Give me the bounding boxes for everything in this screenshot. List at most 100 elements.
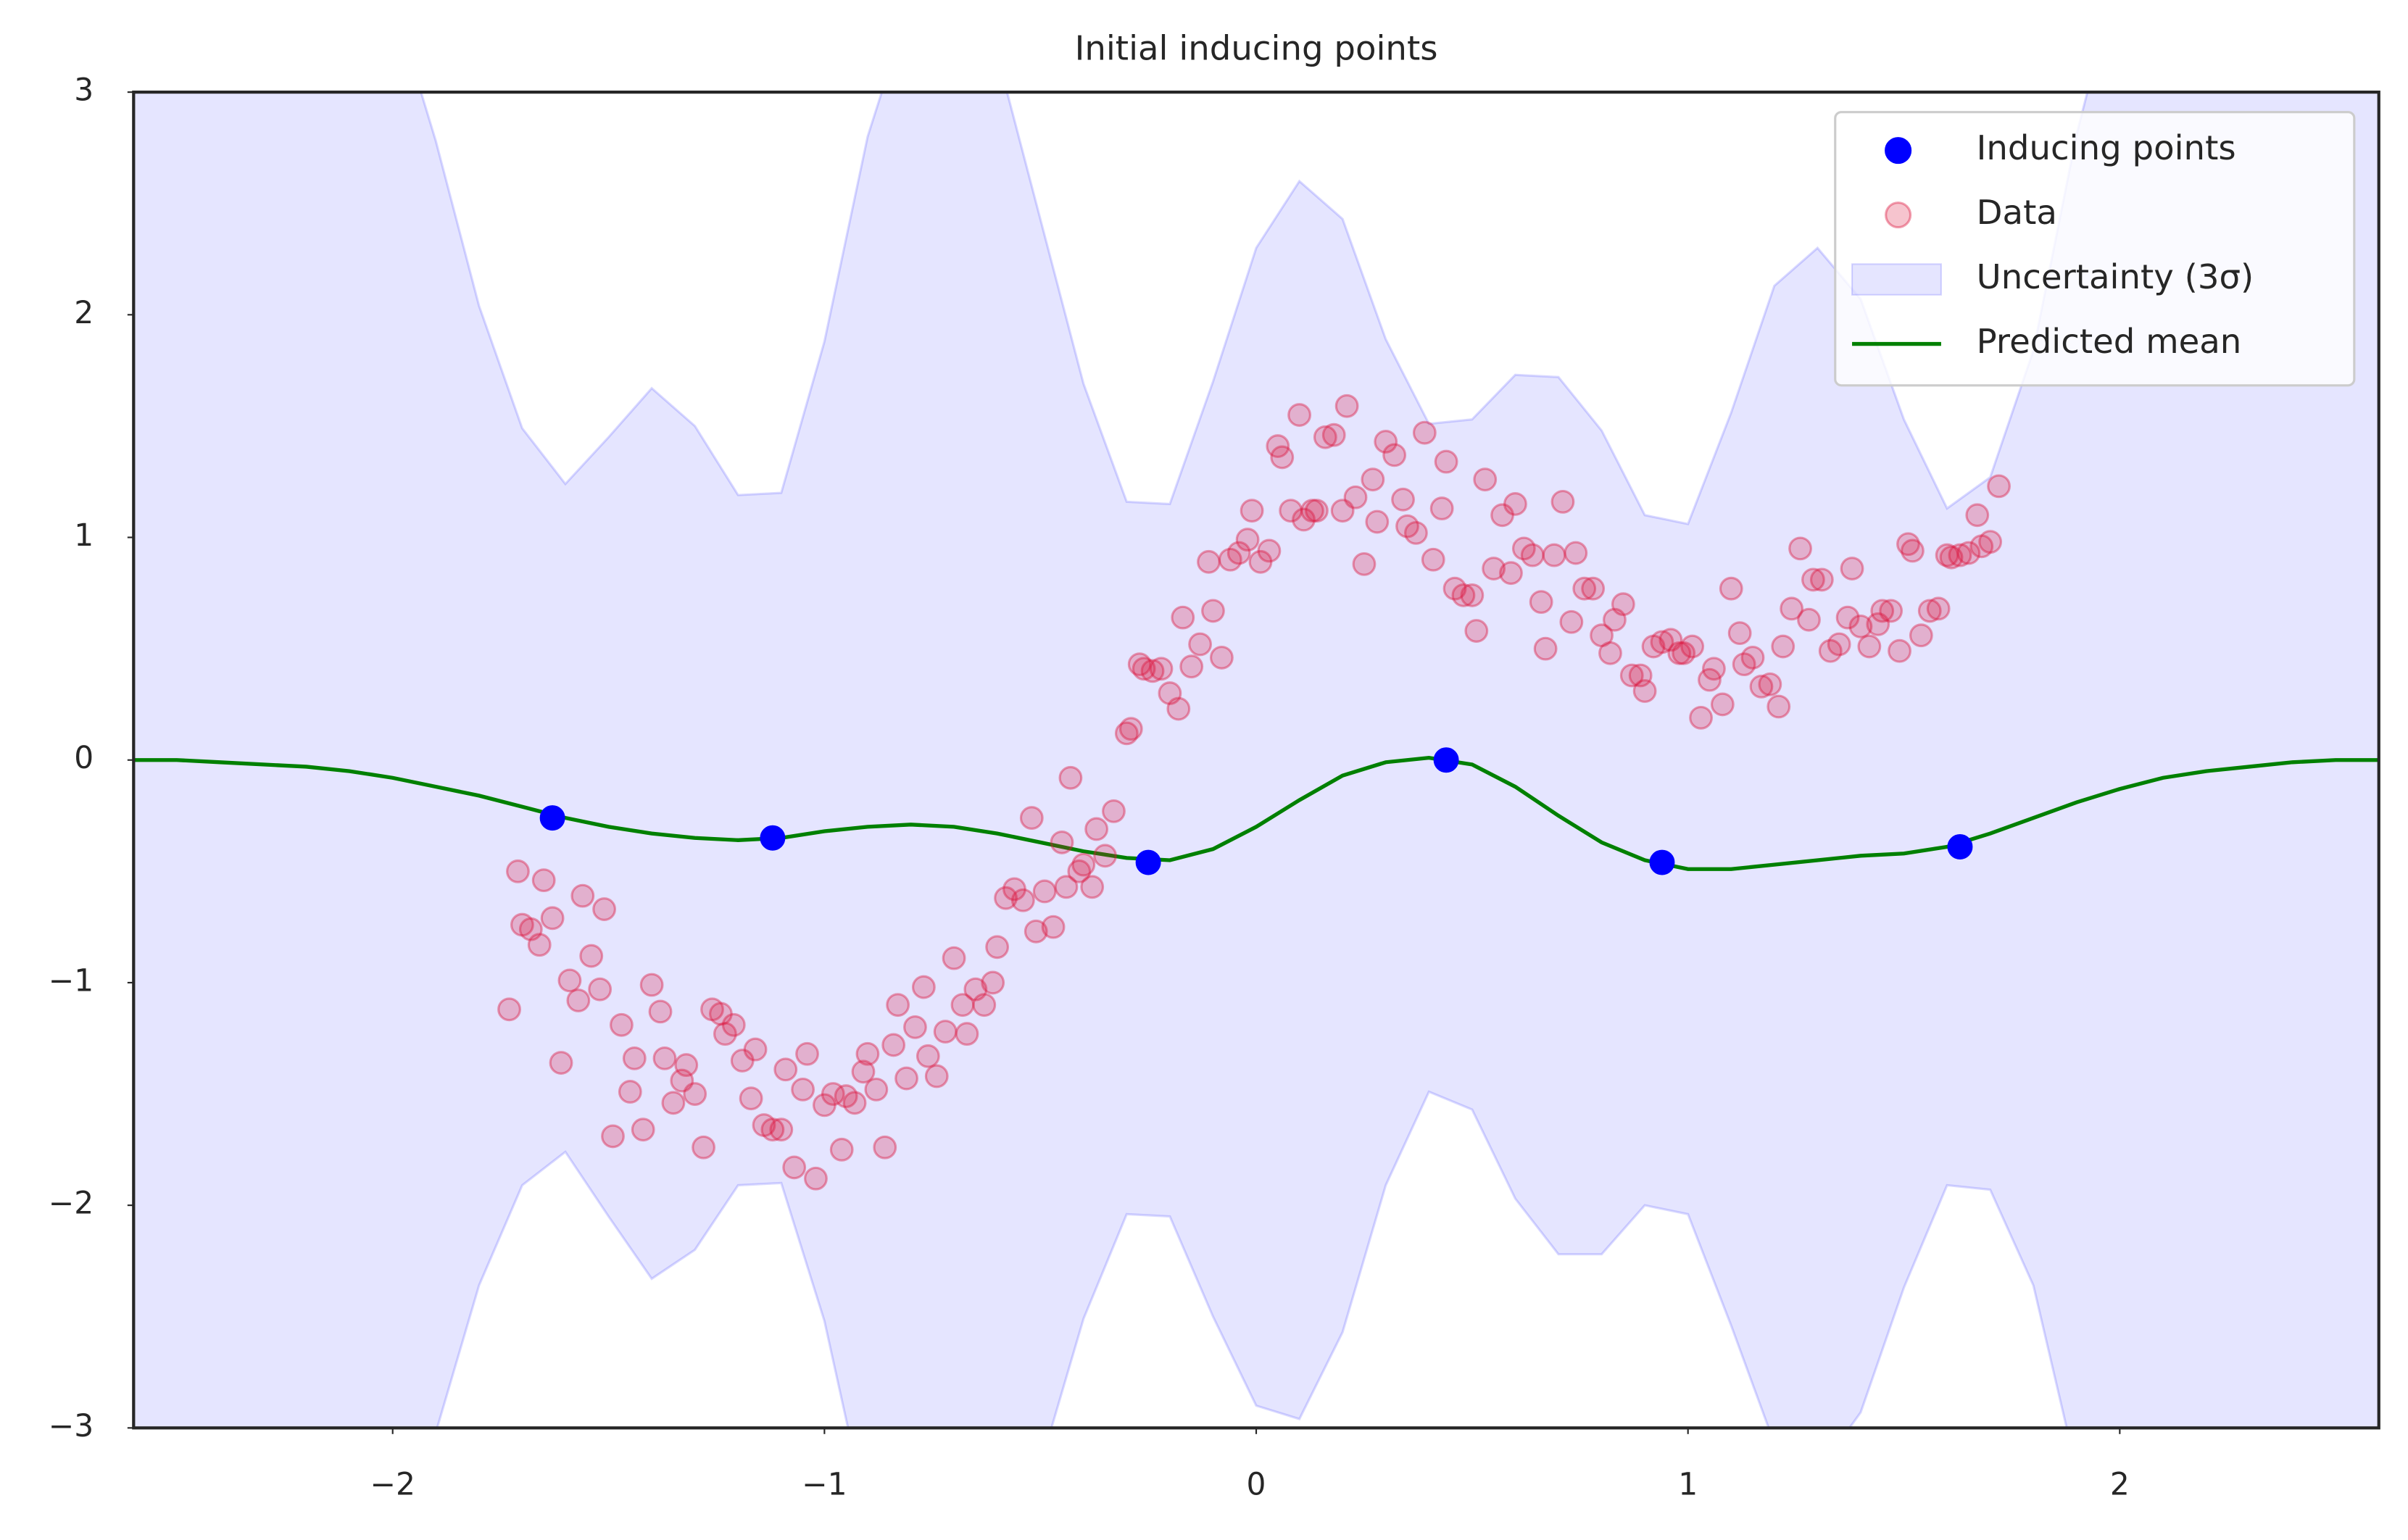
data-point bbox=[1391, 487, 1415, 512]
y-tick-label: 3 bbox=[74, 72, 94, 108]
data-point bbox=[1710, 692, 1735, 717]
data-point bbox=[1067, 859, 1092, 883]
data-point bbox=[842, 1091, 867, 1115]
data-point bbox=[1499, 561, 1523, 586]
data-point bbox=[1511, 536, 1536, 561]
data-point bbox=[886, 993, 910, 1017]
data-point bbox=[1071, 852, 1096, 877]
data-point bbox=[1698, 667, 1722, 692]
data-point bbox=[1771, 634, 1795, 659]
data-point bbox=[864, 1077, 889, 1102]
data-point bbox=[1343, 485, 1368, 509]
data-point bbox=[1300, 499, 1324, 523]
data-point bbox=[1727, 621, 1752, 646]
data-point bbox=[631, 1117, 655, 1142]
data-point bbox=[1382, 443, 1407, 467]
data-point bbox=[1766, 694, 1791, 719]
data-point bbox=[1801, 567, 1825, 592]
data-point bbox=[903, 1015, 927, 1039]
data-point bbox=[1749, 674, 1774, 699]
data-point bbox=[1888, 638, 1911, 663]
data-point bbox=[1201, 599, 1225, 623]
data-point bbox=[1279, 499, 1303, 523]
data-point bbox=[1529, 590, 1553, 615]
data-point bbox=[1857, 634, 1882, 659]
data-point bbox=[1809, 567, 1834, 592]
data-point bbox=[1628, 663, 1653, 688]
legend-label: Uncertainty (3σ) bbox=[1977, 257, 2254, 296]
data-point bbox=[1102, 799, 1126, 823]
data-point bbox=[1797, 607, 1821, 632]
data-point bbox=[1140, 659, 1165, 683]
data-point bbox=[730, 1049, 755, 1073]
data-point bbox=[1590, 623, 1614, 648]
uncertainty-band bbox=[133, 92, 2379, 1428]
data-point bbox=[1473, 467, 1498, 492]
data-point bbox=[618, 1080, 642, 1104]
data-point bbox=[985, 935, 1010, 960]
data-point bbox=[1978, 530, 2003, 554]
data-point bbox=[1987, 474, 2011, 499]
chart-title: Initial inducing points bbox=[1075, 28, 1438, 67]
legend: Inducing points Data Uncertainty (3σ) Predi… bbox=[1834, 111, 2356, 387]
data-point bbox=[1956, 541, 1981, 565]
data-point bbox=[791, 1077, 815, 1102]
data-point bbox=[1969, 534, 1994, 559]
data-point bbox=[531, 868, 556, 893]
data-point bbox=[1197, 549, 1221, 574]
data-point bbox=[639, 973, 664, 997]
data-point bbox=[1209, 645, 1234, 670]
data-point bbox=[1188, 632, 1213, 657]
data-point bbox=[1434, 449, 1458, 474]
x-tick-label: 2 bbox=[2110, 1466, 2130, 1502]
data-point bbox=[1948, 543, 1972, 567]
data-point bbox=[851, 1060, 876, 1084]
data-point bbox=[1166, 696, 1191, 721]
data-point bbox=[1879, 599, 1903, 623]
data-point bbox=[1352, 552, 1377, 576]
data-point bbox=[1835, 605, 1860, 630]
data-point bbox=[592, 897, 617, 921]
data-point bbox=[1361, 467, 1385, 492]
data-point bbox=[773, 1057, 798, 1082]
data-point bbox=[1598, 641, 1622, 665]
data-point bbox=[1248, 549, 1273, 574]
data-point bbox=[881, 1033, 906, 1057]
data-point bbox=[1732, 652, 1756, 677]
data-point bbox=[1758, 672, 1782, 696]
data-point bbox=[1827, 632, 1851, 657]
x-tick-label: 0 bbox=[1247, 1466, 1266, 1502]
data-point bbox=[955, 1022, 979, 1046]
data-point bbox=[1818, 638, 1843, 663]
data-point bbox=[570, 883, 595, 908]
data-point bbox=[1840, 557, 1864, 580]
data-point bbox=[713, 1022, 737, 1046]
data-point bbox=[1603, 607, 1627, 632]
data-point bbox=[1226, 541, 1251, 565]
legend-label: Data bbox=[1977, 193, 2057, 232]
data-point bbox=[1404, 520, 1428, 545]
data-point bbox=[1365, 509, 1390, 534]
y-tick-label: −1 bbox=[49, 962, 94, 998]
data-point bbox=[1740, 645, 1765, 670]
data-point bbox=[894, 1066, 918, 1091]
data-point bbox=[1002, 877, 1026, 902]
data-point bbox=[1287, 403, 1312, 427]
data-point bbox=[950, 993, 975, 1017]
data-point bbox=[1689, 705, 1713, 730]
data-point bbox=[1572, 576, 1597, 601]
mean-line bbox=[133, 755, 2379, 871]
data-point bbox=[1171, 605, 1195, 630]
data-point bbox=[1490, 503, 1514, 528]
data-point bbox=[1270, 445, 1295, 470]
data-point bbox=[1559, 609, 1584, 634]
data-point bbox=[1235, 528, 1260, 552]
y-tick-label: 2 bbox=[74, 295, 94, 330]
inducing-point bbox=[539, 805, 565, 831]
data-point bbox=[670, 1068, 694, 1093]
data-point bbox=[855, 1041, 880, 1066]
data-point bbox=[916, 1044, 940, 1068]
data-point bbox=[942, 946, 966, 970]
data-point bbox=[1218, 547, 1242, 572]
data-point bbox=[609, 1012, 634, 1037]
